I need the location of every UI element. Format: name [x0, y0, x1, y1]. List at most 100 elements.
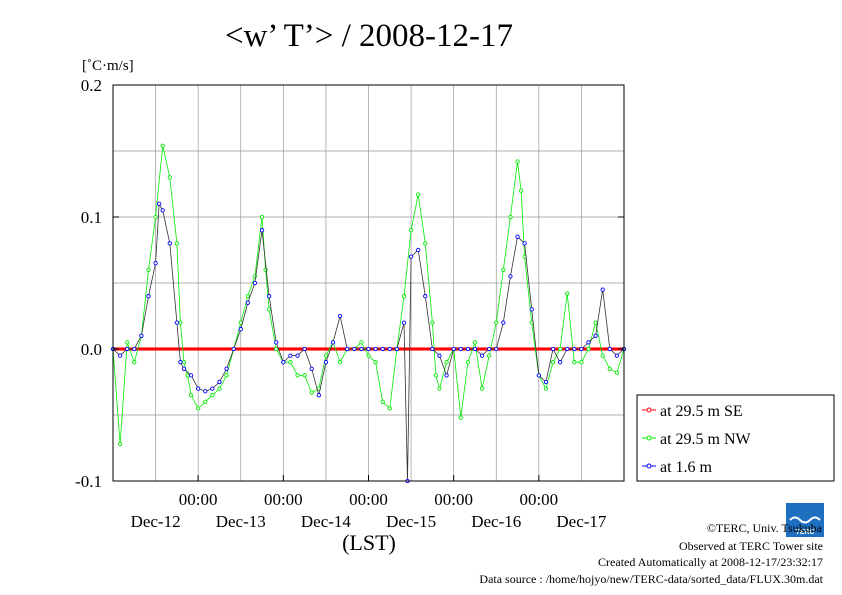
footer-observed: Observed at TERC Tower site [679, 539, 823, 553]
series-line [112, 202, 625, 482]
x-tick-label-day: Dec-16 [471, 512, 521, 531]
data-point [408, 228, 414, 233]
data-point [472, 346, 478, 352]
data-point [494, 320, 499, 325]
data-point [337, 313, 343, 319]
data-point [472, 340, 478, 345]
data-point [156, 201, 162, 206]
x-axis: 00:00 00:00 00:00 00:00 00:00 Dec-12 Dec-13 Dec… [131, 475, 607, 531]
x-tick-label-time: 00:00 [349, 490, 388, 509]
data-point [139, 333, 144, 338]
data-point [337, 360, 343, 365]
data-point [487, 353, 492, 358]
data-point [203, 399, 208, 404]
data-point [458, 346, 463, 352]
data-point [501, 320, 506, 325]
chart-title: <w’ T’> / 2008-12-17 [225, 18, 513, 54]
legend-marker [646, 407, 652, 413]
y-tick-label: -0.1 [75, 472, 102, 491]
data-point [550, 360, 556, 365]
data-point [160, 208, 165, 213]
data-point [518, 188, 524, 193]
x-tick-label-time: 00:00 [264, 490, 303, 509]
data-point [178, 360, 183, 365]
data-point [444, 373, 449, 378]
legend-box [636, 394, 835, 482]
data-point [266, 307, 272, 312]
data-point [401, 294, 407, 299]
y-axis: 0.2 0.1 0.0 -0.1 [75, 76, 624, 491]
data-point [479, 353, 485, 358]
data-point [359, 346, 364, 352]
x-axis-label: (LST) [342, 530, 396, 555]
data-point [430, 346, 435, 352]
data-point [423, 241, 428, 246]
data-point [281, 360, 286, 365]
data-point [607, 346, 612, 352]
data-point [614, 353, 620, 358]
data-point [174, 241, 180, 246]
data-point [274, 340, 279, 345]
data-point [330, 340, 336, 345]
data-point [323, 360, 329, 365]
data-point [217, 386, 222, 391]
data-point [380, 399, 385, 404]
data-point [245, 294, 250, 299]
data-point [515, 234, 520, 239]
data-point [153, 214, 158, 220]
legend-label: at 29.5 m NW [660, 431, 752, 448]
data-point [433, 373, 439, 378]
x-tick-label-day: Dec-14 [301, 512, 352, 531]
data-point [224, 366, 229, 371]
data-point [259, 228, 265, 233]
data-point [557, 360, 563, 365]
data-point [586, 346, 591, 352]
x-tick-label-time: 00:00 [179, 490, 218, 509]
data-point [167, 175, 172, 180]
data-point [174, 320, 180, 325]
data-point [210, 386, 215, 391]
data-point [125, 346, 130, 352]
data-point [607, 366, 612, 371]
data-point [167, 241, 172, 246]
data-point [352, 346, 357, 352]
data-point [572, 346, 577, 352]
data-point [274, 346, 279, 352]
data-point [288, 353, 293, 358]
data-point [210, 393, 215, 398]
data-point [614, 370, 620, 375]
data-point [437, 353, 442, 358]
data-point [231, 346, 236, 352]
data-point [302, 373, 307, 378]
data-point [508, 274, 513, 279]
footer-created: Created Automatically at 2008-12-17/23:3… [598, 555, 823, 569]
data-point [188, 393, 194, 398]
data-point [494, 346, 499, 352]
data-point [196, 386, 201, 391]
data-point [295, 353, 300, 358]
data-point [224, 373, 229, 378]
data-point [501, 267, 506, 272]
data-point [185, 373, 190, 378]
data-point [565, 346, 570, 352]
data-point [259, 214, 265, 220]
data-point [387, 346, 392, 352]
data-point [373, 346, 378, 352]
footer-source: Data source : /home/hojyo/new/TERC-data/… [479, 572, 823, 586]
data-point [423, 294, 428, 299]
data-point [458, 415, 463, 420]
x-tick-label-day: Dec-15 [386, 512, 436, 531]
data-point [153, 261, 158, 266]
data-point [508, 214, 513, 220]
data-point [203, 389, 208, 394]
terc-logo-badge [786, 503, 824, 537]
data-point [188, 373, 194, 378]
data-point [600, 287, 605, 292]
data-point [430, 320, 435, 325]
data-point [117, 441, 123, 447]
data-point [266, 294, 272, 299]
data-point [132, 346, 137, 352]
data-point [586, 340, 591, 345]
data-point [543, 379, 549, 385]
data-point [550, 346, 556, 352]
